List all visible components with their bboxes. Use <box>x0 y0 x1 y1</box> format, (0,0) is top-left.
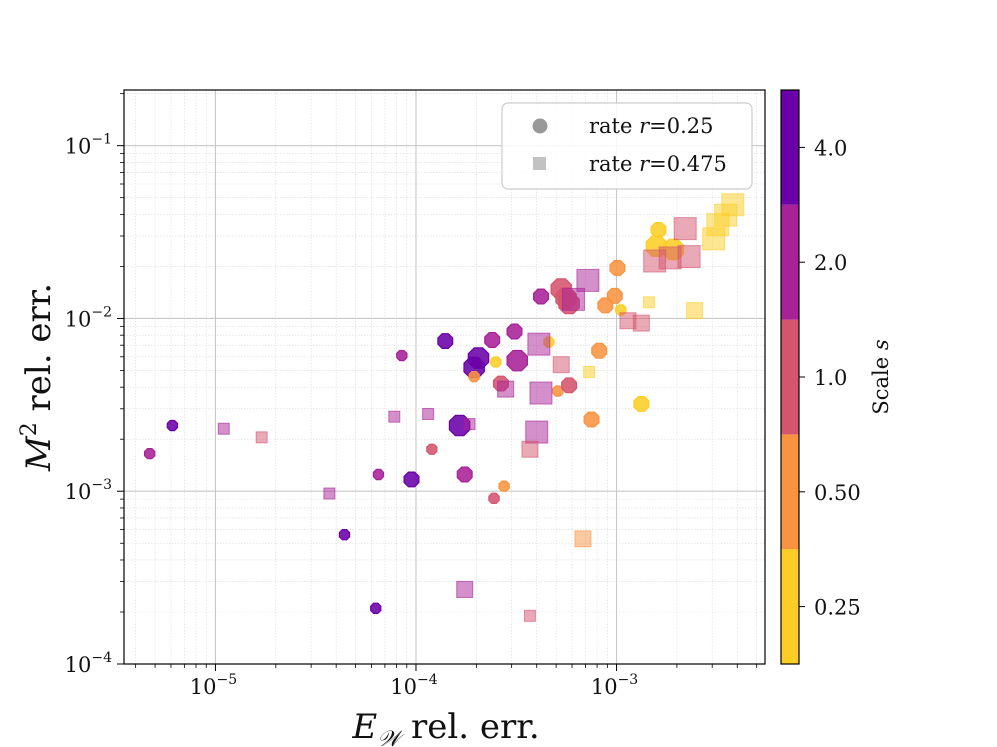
data-point-circle <box>532 288 550 305</box>
colorbar-frame <box>780 89 800 665</box>
data-point-circle <box>488 492 500 504</box>
colorbar-bin <box>781 319 799 435</box>
data-point-square <box>576 268 600 292</box>
data-point-square <box>497 380 515 398</box>
data-point-square <box>463 417 476 430</box>
legend-box <box>501 102 753 190</box>
data-point-square <box>673 217 697 241</box>
y-tick-label: 10−2 <box>65 304 112 331</box>
data-point-circle <box>650 222 667 238</box>
y-axis-title: M2 rel. err. <box>17 283 59 472</box>
data-point-square <box>583 365 596 378</box>
colorbar-tick-label: 1.0 <box>814 366 847 390</box>
legend-label-circle: rate r=0.25 <box>589 114 714 138</box>
y-tick-label: 10−1 <box>65 132 112 159</box>
x-tick-label: 10−5 <box>190 672 237 699</box>
legend-square-marker <box>533 157 546 170</box>
data-point-square <box>632 314 650 332</box>
colorbar-bin <box>781 549 799 664</box>
colorbar-bin <box>781 204 799 320</box>
data-point-circle <box>609 260 626 276</box>
data-point-circle <box>372 468 385 481</box>
x-axis-title: E𝒲 rel. err. <box>351 707 539 747</box>
data-point-circle <box>468 371 480 383</box>
data-point-circle <box>338 528 351 541</box>
x-tick-label: 10−4 <box>390 672 437 699</box>
data-markers <box>144 193 745 622</box>
data-point-square <box>525 420 549 444</box>
data-point-square <box>521 440 539 458</box>
data-point-square <box>642 296 655 309</box>
data-point-circle <box>437 333 454 349</box>
data-point-circle <box>561 377 578 394</box>
data-point-square <box>388 410 401 423</box>
data-point-circle <box>456 466 473 483</box>
data-point-circle <box>633 396 650 412</box>
data-point-square <box>523 609 536 622</box>
data-point-square <box>686 302 704 320</box>
data-point-circle <box>490 356 502 368</box>
data-point-circle <box>583 411 600 428</box>
data-point-square <box>323 487 336 500</box>
data-point-square <box>561 287 585 311</box>
data-point-circle <box>591 342 608 359</box>
tick-labels: 10−5 10−4 10−3 10−4 10−3 10−2 10−1 <box>65 132 639 699</box>
legend-label-square: rate r=0.475 <box>589 152 727 176</box>
axis-ticks <box>117 93 758 671</box>
data-point-square <box>255 431 268 444</box>
data-point-square <box>217 422 230 435</box>
data-point-square <box>456 580 474 598</box>
y-tick-label: 10−4 <box>65 650 112 677</box>
x-tick-label: 10−3 <box>591 672 638 699</box>
data-point-circle <box>506 323 523 340</box>
data-point-circle <box>606 287 623 304</box>
data-point-circle <box>403 471 420 488</box>
colorbar: 0.25 0.50 1.0 2.0 4.0 <box>780 89 861 665</box>
data-point-circle <box>597 297 614 314</box>
data-point-circle <box>144 448 156 460</box>
data-point-circle <box>370 602 382 615</box>
data-point-square <box>527 332 551 356</box>
data-point-square <box>574 530 592 548</box>
data-point-circle <box>396 349 408 362</box>
colorbar-tick-label: 0.25 <box>814 596 861 620</box>
data-point-circle <box>498 480 510 492</box>
data-point-circle <box>506 349 529 372</box>
colorbar-tick-label: 2.0 <box>814 251 847 275</box>
data-point-square <box>677 245 701 269</box>
data-point-square <box>529 381 553 405</box>
data-point-circle <box>467 347 490 369</box>
colorbar-tick-label: 0.50 <box>814 481 861 505</box>
colorbar-bin <box>781 90 799 205</box>
data-point-square <box>552 356 570 374</box>
data-point-circle <box>166 419 179 432</box>
data-point-square <box>721 193 745 217</box>
data-point-circle <box>484 332 501 348</box>
legend: rate r=0.25 rate r=0.475 <box>501 102 753 190</box>
plot-frame <box>123 89 766 665</box>
data-point-circle <box>426 443 438 455</box>
y-tick-label: 10−3 <box>65 477 112 504</box>
colorbar-bin <box>781 434 799 550</box>
colorbar-title: Scale s <box>869 339 893 415</box>
colorbar-tick-label: 4.0 <box>814 136 847 160</box>
legend-circle-marker <box>532 118 548 134</box>
data-point-square <box>422 407 435 420</box>
